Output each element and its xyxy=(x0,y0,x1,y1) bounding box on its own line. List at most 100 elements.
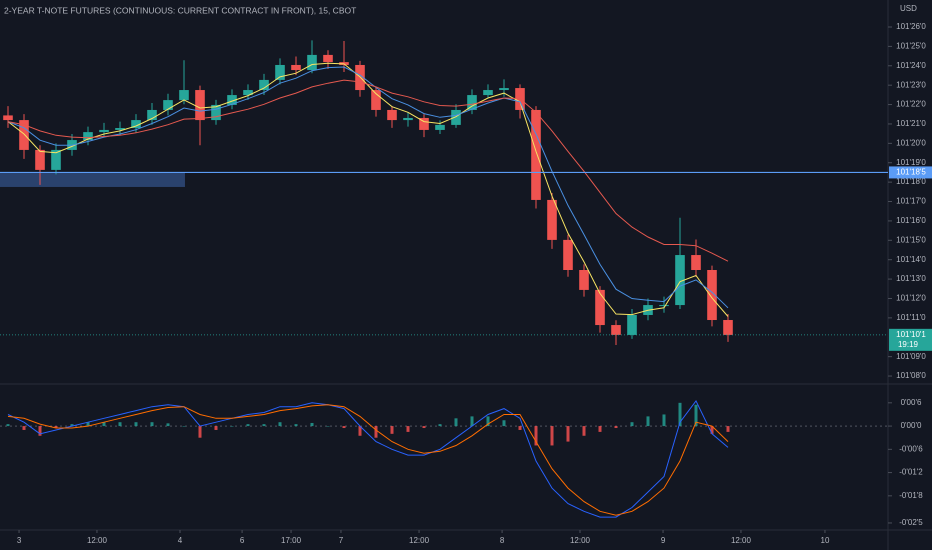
candle-body xyxy=(131,120,141,129)
macd-histogram-bar xyxy=(310,422,314,427)
moving-average xyxy=(7,62,729,317)
macd-histogram-bar xyxy=(470,416,474,427)
candle-body xyxy=(195,90,205,121)
y-tick-label: 0'00'0 xyxy=(901,421,922,430)
x-tick-label: 4 xyxy=(178,536,183,545)
candle-body xyxy=(579,269,589,290)
macd-histogram-bar xyxy=(566,426,570,442)
macd-histogram-bar xyxy=(614,426,618,429)
candle-body xyxy=(531,109,541,200)
macd-histogram-bar xyxy=(550,426,554,446)
macd-histogram-bar xyxy=(502,420,506,427)
y-tick-label: 101'14'0 xyxy=(896,255,926,264)
macd-histogram-bar xyxy=(486,416,490,427)
y-tick-label: 101'09'0 xyxy=(896,352,926,361)
x-tick-label: 8 xyxy=(500,536,505,545)
x-tick-label: 3 xyxy=(17,536,22,545)
macd-histogram-bar xyxy=(70,424,74,427)
level-label: 101'18'5 xyxy=(896,168,926,177)
macd-histogram-bar xyxy=(630,422,634,427)
macd-line xyxy=(7,399,729,518)
y-tick-label: -0'00'6 xyxy=(899,444,923,453)
x-tick-label: 12:00 xyxy=(570,536,591,545)
macd-line xyxy=(7,404,729,516)
candle-body xyxy=(275,64,285,80)
candle-body xyxy=(3,115,13,121)
y-tick-label: 101'21'0 xyxy=(896,119,926,128)
candle-body xyxy=(147,109,157,121)
candle-body xyxy=(179,90,189,101)
zone xyxy=(0,172,185,187)
macd-histogram-bar xyxy=(662,414,666,427)
y-tick-label: 101'16'0 xyxy=(896,216,926,225)
macd-histogram-bar xyxy=(358,426,362,436)
y-tick-label: 101'26'0 xyxy=(896,22,926,31)
candle-body xyxy=(243,90,253,96)
macd-histogram-bar xyxy=(214,426,218,430)
macd-histogram-bar xyxy=(262,424,266,427)
level-label-box xyxy=(889,166,932,179)
y-tick-label: 101'13'0 xyxy=(896,274,926,283)
candle-body xyxy=(419,117,429,130)
y-tick-label: 101'25'0 xyxy=(896,41,926,50)
candle-body xyxy=(371,90,381,110)
macd-histogram-bar xyxy=(38,426,42,436)
currency: USD xyxy=(900,4,917,13)
candle-body xyxy=(259,79,269,91)
y-tick-label: 101'08'0 xyxy=(896,371,926,380)
candle-body xyxy=(163,100,173,110)
macd-histogram-bar xyxy=(646,416,650,427)
candle-body xyxy=(723,320,733,335)
candle-body xyxy=(659,305,669,307)
y-tick-label: 0'00'6 xyxy=(901,398,922,407)
y-tick-label: 101'15'0 xyxy=(896,235,926,244)
x-tick-label: 7 xyxy=(339,536,344,545)
macd-histogram-bar xyxy=(326,426,330,427)
macd-histogram-bar xyxy=(278,422,282,427)
y-tick-label: 101'19'0 xyxy=(896,158,926,167)
macd-histogram-bar xyxy=(102,422,106,427)
y-tick-label: 101'17'0 xyxy=(896,197,926,206)
x-tick-label: 17:00 xyxy=(281,536,302,545)
macd-histogram-bar xyxy=(246,424,250,427)
candle-body xyxy=(99,129,109,133)
macd-histogram-bar xyxy=(678,402,682,427)
macd-histogram-bar xyxy=(406,426,410,432)
macd-histogram-bar xyxy=(422,426,426,429)
y-tick-label: 101'20'0 xyxy=(896,138,926,147)
macd-histogram-bar xyxy=(86,422,90,427)
last-price-label: 101'10'1 xyxy=(896,330,926,339)
macd-histogram-bar xyxy=(374,426,378,438)
macd-histogram-bar xyxy=(198,426,202,438)
candle-body xyxy=(499,88,509,91)
x-tick-label: 12:00 xyxy=(731,536,752,545)
y-tick-label: 101'18'0 xyxy=(896,177,926,186)
macd-histogram-bar xyxy=(598,426,602,432)
candle-body xyxy=(83,132,93,141)
macd-histogram-bar xyxy=(118,422,122,427)
macd-histogram-bar xyxy=(294,424,298,427)
macd-histogram-bar xyxy=(726,426,730,432)
moving-average xyxy=(7,79,729,262)
countdown-label: 19:19 xyxy=(898,340,919,349)
candle-body xyxy=(707,269,717,321)
macd-histogram-bar xyxy=(534,426,538,446)
chart-title: 2-YEAR T-NOTE FUTURES (CONTINUOUS: CURRE… xyxy=(4,5,356,15)
macd-histogram-bar xyxy=(54,426,58,429)
macd-histogram-bar xyxy=(694,404,698,427)
candle-body xyxy=(291,64,301,71)
candle-body xyxy=(627,314,637,335)
candle-body xyxy=(675,255,685,306)
x-tick-label: 12:00 xyxy=(409,536,430,545)
y-tick-label: -0'01'2 xyxy=(899,468,923,477)
candle-body xyxy=(563,239,573,270)
macd-histogram-bar xyxy=(166,423,170,427)
macd-histogram-bar xyxy=(454,418,458,427)
candle-body xyxy=(323,54,333,63)
macd-histogram-bar xyxy=(182,426,186,427)
moving-average xyxy=(7,66,729,309)
candle-body xyxy=(611,325,621,335)
x-tick-label: 6 xyxy=(240,536,245,545)
candle-body xyxy=(691,255,701,270)
